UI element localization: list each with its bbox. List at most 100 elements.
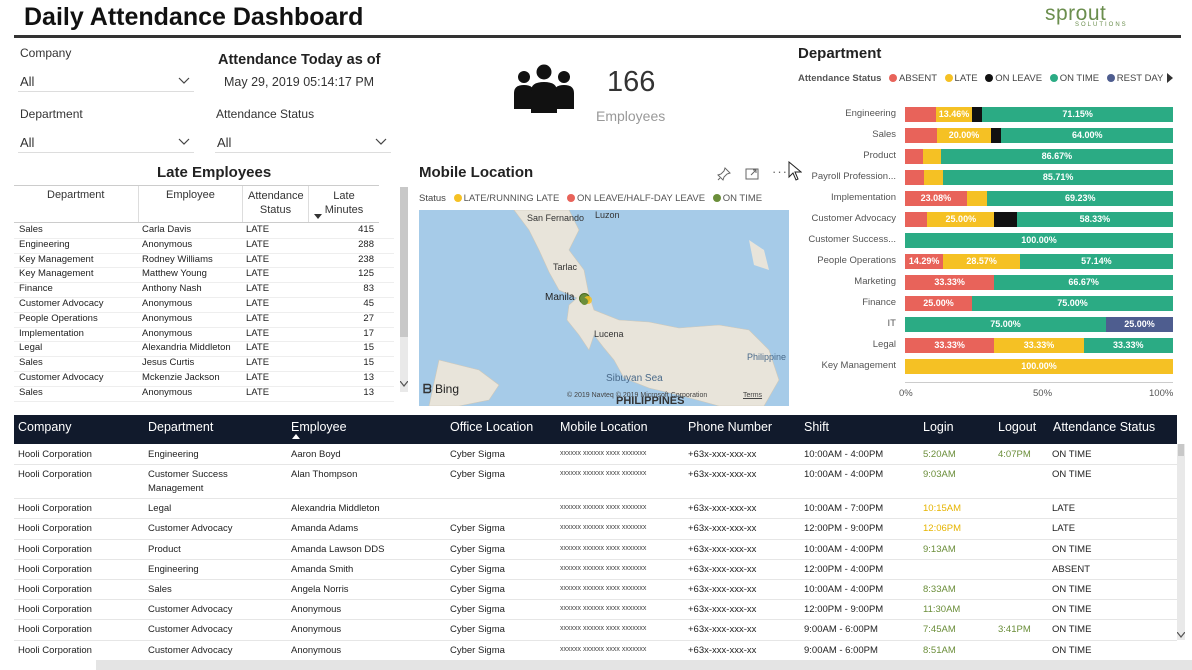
- late-table-row[interactable]: Key Management Rodney Williams LATE 238: [14, 253, 394, 269]
- attendance-status-filter-dropdown[interactable]: All: [215, 129, 391, 153]
- department-bar-segment[interactable]: 13.46%: [935, 107, 972, 122]
- department-bar-segment[interactable]: 33.33%: [905, 275, 995, 290]
- pin-icon[interactable]: [717, 167, 731, 181]
- col-office-location[interactable]: Office Location: [450, 420, 534, 434]
- late-table-row[interactable]: Legal Alexandria Middleton LATE 15: [14, 341, 394, 358]
- table-row[interactable]: Hooli Corporation Engineering Amanda Smith…: [14, 559, 1177, 580]
- table-row[interactable]: Hooli Corporation Customer Success Manage…: [14, 464, 1177, 500]
- late-table-row[interactable]: Engineering Anonymous LATE 288: [14, 238, 394, 254]
- horizontal-scrollbar[interactable]: [96, 660, 1192, 670]
- cell-phone-number: +63x-xxx-xxx-xx: [688, 604, 757, 616]
- department-bar-segment[interactable]: 85.71%: [943, 170, 1173, 185]
- department-bar-segment[interactable]: 75.00%: [972, 296, 1173, 311]
- department-category-label: Customer Success...: [808, 234, 896, 245]
- late-table-scrollbar[interactable]: [400, 187, 408, 392]
- focus-mode-icon[interactable]: [745, 167, 759, 181]
- late-table-row[interactable]: Customer Advocacy Mckenzie Jackson LATE 13: [14, 371, 394, 387]
- col-employee[interactable]: Employee: [291, 420, 347, 434]
- table-row[interactable]: Hooli Corporation Customer Advocacy Anonym…: [14, 619, 1177, 641]
- department-bar-segment[interactable]: 23.08%: [905, 191, 967, 206]
- map-copyright: © 2019 Navteq © 2019 Microsoft Corporati…: [567, 392, 708, 399]
- table-row[interactable]: Hooli Corporation Customer Advocacy Anonym…: [14, 599, 1177, 621]
- department-bar-segment[interactable]: 25.00%: [905, 296, 972, 311]
- cell-shift: 10:00AM - 4:00PM: [804, 543, 884, 555]
- late-table-row[interactable]: Sales Carla Davis LATE 415: [14, 223, 394, 239]
- department-bar-segment[interactable]: [905, 170, 925, 185]
- map-terms-link[interactable]: Terms: [743, 392, 763, 399]
- col-company[interactable]: Company: [18, 420, 72, 434]
- late-col-department[interactable]: Department: [47, 189, 105, 201]
- department-bar-segment[interactable]: 100.00%: [905, 359, 1173, 374]
- department-bar-segment[interactable]: 57.14%: [1019, 254, 1173, 269]
- department-bar-segment[interactable]: 58.33%: [1016, 212, 1173, 227]
- scrollbar-thumb[interactable]: [400, 187, 408, 337]
- col-department[interactable]: Department: [148, 420, 214, 434]
- cell-office-location: Cyber Sigma: [450, 563, 505, 575]
- scrollbar-thumb[interactable]: [1178, 444, 1184, 456]
- col-logout[interactable]: Logout: [998, 420, 1037, 434]
- department-bar-segment[interactable]: 33.33%: [994, 338, 1084, 353]
- table-row[interactable]: Hooli Corporation Customer Advocacy Anonym…: [14, 640, 1177, 658]
- department-bar-segment[interactable]: [905, 107, 936, 122]
- department-bar-segment[interactable]: [905, 212, 928, 227]
- department-bar-segment[interactable]: [994, 212, 1017, 227]
- department-bar-segment[interactable]: [922, 149, 941, 164]
- department-bar-segment[interactable]: [966, 191, 988, 206]
- late-cell-status: LATE: [246, 342, 270, 354]
- table-row[interactable]: Hooli Corporation Customer Advocacy Amanda…: [14, 518, 1177, 540]
- late-table-row[interactable]: Implementation Anonymous LATE 17: [14, 327, 394, 343]
- department-bar-segment[interactable]: 33.33%: [905, 338, 995, 353]
- map-canvas[interactable]: San Fernando Luzon Tarlac Manila Lucena …: [419, 210, 789, 406]
- department-bar-segment[interactable]: 71.15%: [982, 107, 1173, 122]
- department-bar-segment[interactable]: 69.23%: [987, 191, 1173, 206]
- department-bar-segment[interactable]: [990, 128, 1002, 143]
- department-bar-segment[interactable]: [972, 107, 983, 122]
- department-bar-segment[interactable]: [924, 170, 944, 185]
- table-row[interactable]: Hooli Corporation Sales Angela Norris Cyber…: [14, 579, 1177, 601]
- late-table-row[interactable]: People Operations Anonymous LATE 27: [14, 312, 394, 328]
- table-row[interactable]: Hooli Corporation Product Amanda Lawson DD…: [14, 539, 1177, 560]
- department-bar-segment[interactable]: 86.67%: [940, 149, 1173, 164]
- late-table-row[interactable]: Key Management Matthew Young LATE 125: [14, 267, 394, 284]
- more-options-icon[interactable]: ···: [772, 164, 788, 179]
- col-mobile-location[interactable]: Mobile Location: [560, 420, 648, 434]
- department-bar-segment[interactable]: 33.33%: [1083, 338, 1173, 353]
- late-table-row[interactable]: Sales Jesus Curtis LATE 15: [14, 356, 394, 372]
- department-bar-segment[interactable]: [905, 149, 923, 164]
- table-row[interactable]: Hooli Corporation Legal Alexandria Middlet…: [14, 498, 1177, 520]
- scroll-down-icon[interactable]: [1177, 632, 1185, 638]
- department-bar-segment[interactable]: 64.00%: [1001, 128, 1173, 143]
- department-bar-segment[interactable]: 66.67%: [994, 275, 1173, 290]
- attendance-table-scrollbar[interactable]: [1177, 444, 1185, 640]
- cell-department: Legal: [148, 503, 172, 515]
- scroll-down-icon[interactable]: [400, 381, 408, 387]
- department-bar-segment[interactable]: 25.00%: [927, 212, 995, 227]
- late-col-employee[interactable]: Employee: [166, 189, 215, 201]
- table-row[interactable]: Hooli Corporation Engineering Aaron Boyd Cy…: [14, 444, 1177, 466]
- department-filter-dropdown[interactable]: All: [18, 129, 194, 153]
- legend-next-icon[interactable]: [1167, 73, 1174, 83]
- col-attendance-status[interactable]: Attendance Status: [1053, 420, 1156, 434]
- department-bar-segment[interactable]: 14.29%: [905, 254, 944, 269]
- attendance-today-datetime: May 29, 2019 05:14:17 PM: [224, 75, 375, 89]
- department-bar-segment[interactable]: 75.00%: [905, 317, 1106, 332]
- department-bar-segment[interactable]: 28.57%: [943, 254, 1020, 269]
- col-login[interactable]: Login: [923, 420, 954, 434]
- department-bar-segment[interactable]: 100.00%: [905, 233, 1173, 248]
- late-table-row[interactable]: Customer Advocacy Anonymous LATE 45: [14, 297, 394, 313]
- col-phone-number[interactable]: Phone Number: [688, 420, 773, 434]
- department-bar-segment[interactable]: 25.00%: [1106, 317, 1173, 332]
- department-bar-segment[interactable]: 20.00%: [937, 128, 991, 143]
- attendance-table-header: Company Department Employee Office Locat…: [14, 415, 1177, 444]
- late-col-minutes[interactable]: Late Minutes: [324, 190, 364, 216]
- late-col-status[interactable]: Attendance Status: [248, 190, 304, 216]
- company-filter-dropdown[interactable]: All: [18, 68, 194, 92]
- late-table-row[interactable]: Finance Anthony Nash LATE 83: [14, 282, 394, 298]
- col-shift[interactable]: Shift: [804, 420, 830, 434]
- map-marker-late[interactable]: [584, 296, 592, 304]
- late-table-row[interactable]: Sales Anonymous LATE 13: [14, 386, 394, 402]
- department-category-label: Sales: [872, 129, 896, 140]
- map-marker-ontime[interactable]: [581, 298, 588, 305]
- department-bar-segment[interactable]: [905, 128, 938, 143]
- late-cell-status: LATE: [246, 238, 270, 250]
